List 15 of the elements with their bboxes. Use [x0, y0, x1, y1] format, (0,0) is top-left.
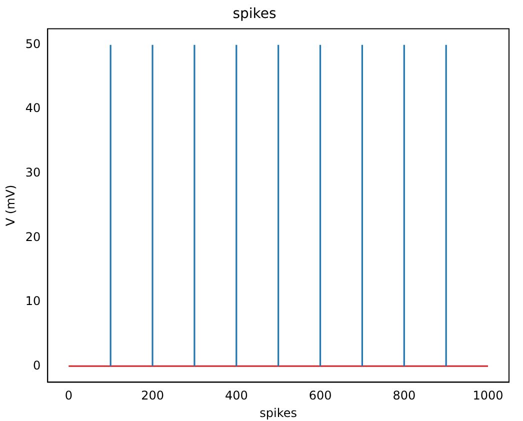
x-tick-label: 1000	[472, 388, 504, 403]
x-tick-label: 0	[64, 388, 72, 403]
y-tick-label: 0	[33, 358, 41, 372]
y-tick-label: 40	[25, 101, 41, 116]
y-tick-label: 20	[25, 230, 41, 244]
x-axis-title: spikes	[260, 406, 298, 420]
y-tick-label: 10	[25, 294, 41, 308]
x-tick-label: 200	[141, 388, 164, 403]
x-tick-label: 400	[224, 388, 248, 403]
x-tick-label: 800	[392, 388, 416, 403]
y-tick-label: 30	[25, 166, 41, 180]
y-axis-title: V (mV)	[3, 184, 18, 226]
x-tick-label: 600	[308, 388, 332, 403]
y-tick-label: 50	[25, 36, 41, 51]
chart-title: spikes	[232, 6, 276, 22]
